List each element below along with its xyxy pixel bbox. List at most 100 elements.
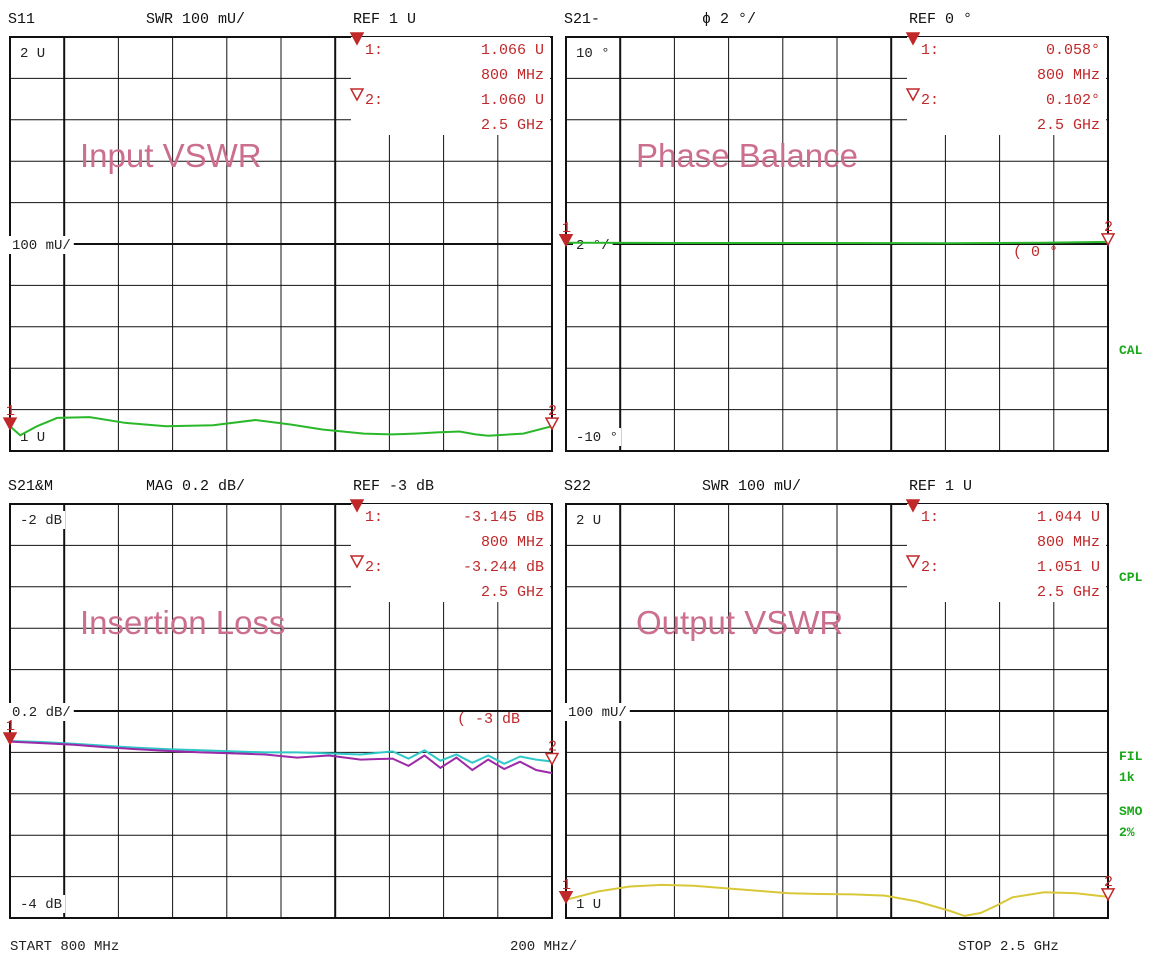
chart-title: Phase Balance (636, 137, 858, 174)
axis-bottom-label: -10 ° (576, 430, 618, 446)
panel-param: S22 (564, 478, 591, 495)
panel-scale: SWR 100 mU/ (146, 11, 245, 28)
marker-2-label: 2: (921, 92, 939, 109)
marker-1-symbol (905, 32, 921, 46)
chart-title: Output VSWR (636, 604, 843, 641)
marker-1-symbol (349, 32, 365, 46)
marker-2-label: 2: (921, 559, 939, 576)
side-label-fil: FIL (1119, 749, 1143, 764)
marker-1-value: 1.066 U (481, 42, 544, 59)
trace-marker-1 (2, 732, 18, 746)
trace-marker-1-id: 1 (6, 718, 15, 735)
panel-ref: REF 1 U (353, 11, 416, 28)
trace-marker-1-id: 1 (562, 877, 571, 894)
chart-title: Insertion Loss (80, 604, 285, 641)
marker-1-label: 1: (365, 42, 383, 59)
trace-marker-2 (1100, 888, 1116, 902)
trace-marker-2-id: 2 (548, 739, 557, 756)
side-label-1k: 1k (1119, 770, 1135, 785)
axis-scale-label: 100 mU/ (12, 238, 71, 254)
trace-2 (9, 740, 553, 775)
axis-top-label: 2 U (20, 46, 45, 62)
chart-title: Input VSWR (80, 137, 262, 174)
panel-scale: SWR 100 mU/ (702, 478, 801, 495)
grid (566, 504, 1108, 918)
trace-marker-2-id: 2 (1104, 219, 1113, 236)
axis-top-label: -2 dB (20, 513, 62, 529)
side-label-cal: CAL (1119, 343, 1143, 358)
trace-marker-1 (558, 891, 574, 905)
panel-scale: MAG 0.2 dB/ (146, 478, 245, 495)
footer-start: START 800 MHz (10, 939, 119, 955)
trace-1 (565, 883, 1109, 917)
marker-1-label: 1: (365, 509, 383, 526)
trace-marker-2 (544, 752, 560, 767)
marker-2-freq: 2.5 GHz (481, 117, 544, 134)
grid (566, 37, 1108, 451)
grid (10, 37, 552, 451)
marker-readout-box (907, 504, 1106, 602)
panel-input-vswr: S11 SWR 100 mU/REF 1 U 1: 1.066 U 800 MHz 2: 1… (2, 11, 560, 452)
marker-1-symbol (349, 499, 365, 513)
panel-scale: ϕ 2 °/ (702, 11, 756, 28)
panel-phase-balance: S21- ϕ 2 °/ REF 0 ° 1: 0.058° 800 MHz 2: 0.102°… (558, 11, 1116, 452)
side-label-smo: SMO (1119, 804, 1143, 819)
marker-1-value: 0.058° (1046, 42, 1100, 59)
marker-2-symbol (349, 88, 365, 102)
panel-param: S21- (564, 11, 600, 28)
marker-readout-box (907, 37, 1106, 135)
marker-2-symbol (349, 555, 365, 569)
panel-param: S11 (8, 11, 35, 28)
marker-1-freq: 800 MHz (1037, 534, 1100, 551)
marker-1-freq: 800 MHz (1037, 67, 1100, 84)
footer-div: 200 MHz/ (510, 939, 577, 955)
marker-2-freq: 2.5 GHz (1037, 584, 1100, 601)
trace-marker-1-id: 1 (6, 403, 15, 420)
axis-bottom-label: -4 dB (20, 897, 62, 913)
axis-bottom-label: 1 U (20, 430, 45, 446)
marker-2-symbol (905, 555, 921, 569)
trace-1 (9, 740, 553, 765)
footer-stop: STOP 2.5 GHz (958, 939, 1059, 955)
axis-scale-label: 100 mU/ (568, 705, 627, 721)
axis-scale-label: 0.2 dB/ (12, 705, 71, 721)
axis-bottom-label: 1 U (576, 897, 601, 913)
marker-readout-box (351, 37, 550, 135)
panel-output-vswr: S22 SWR 100 mU/REF 1 U 1: 1.044 U 800 MHz 2: 1… (558, 478, 1116, 919)
marker-2-value: -3.244 dB (463, 559, 544, 576)
axis-scale-label: 2 °/ (576, 238, 610, 254)
panel-ref: REF -3 dB (353, 478, 434, 495)
trace-1 (565, 240, 1109, 245)
trace-marker-2 (1100, 233, 1116, 247)
marker-2-symbol (905, 88, 921, 102)
marker-1-label: 1: (921, 509, 939, 526)
marker-2-freq: 2.5 GHz (1037, 117, 1100, 134)
marker-2-label: 2: (365, 559, 383, 576)
ref-annotation: ( 0 ° (1013, 244, 1058, 261)
marker-2-label: 2: (365, 92, 383, 109)
marker-1-freq: 800 MHz (481, 534, 544, 551)
marker-1-value: -3.145 dB (463, 509, 544, 526)
panel-param: S21&M (8, 478, 53, 495)
panel-ref: REF 1 U (909, 478, 972, 495)
marker-2-value: 0.102° (1046, 92, 1100, 109)
trace-marker-2 (544, 417, 560, 431)
side-label-cpl: CPL (1119, 570, 1143, 585)
marker-1-freq: 800 MHz (481, 67, 544, 84)
marker-1-symbol (905, 499, 921, 513)
panel-ref: REF 0 ° (909, 11, 972, 28)
trace-marker-2-id: 2 (548, 403, 557, 420)
marker-readout-box (351, 504, 550, 602)
axis-top-label: 2 U (576, 513, 601, 529)
axis-top-label: 10 ° (576, 46, 610, 62)
marker-2-freq: 2.5 GHz (481, 584, 544, 601)
ref-annotation: ( -3 dB (457, 711, 520, 728)
marker-2-value: 1.060 U (481, 92, 544, 109)
trace-marker-2-id: 2 (1104, 874, 1113, 891)
marker-1-value: 1.044 U (1037, 509, 1100, 526)
trace-marker-1 (558, 234, 574, 248)
trace-1 (9, 416, 553, 437)
side-label-2pct: 2% (1119, 825, 1135, 840)
marker-2-value: 1.051 U (1037, 559, 1100, 576)
